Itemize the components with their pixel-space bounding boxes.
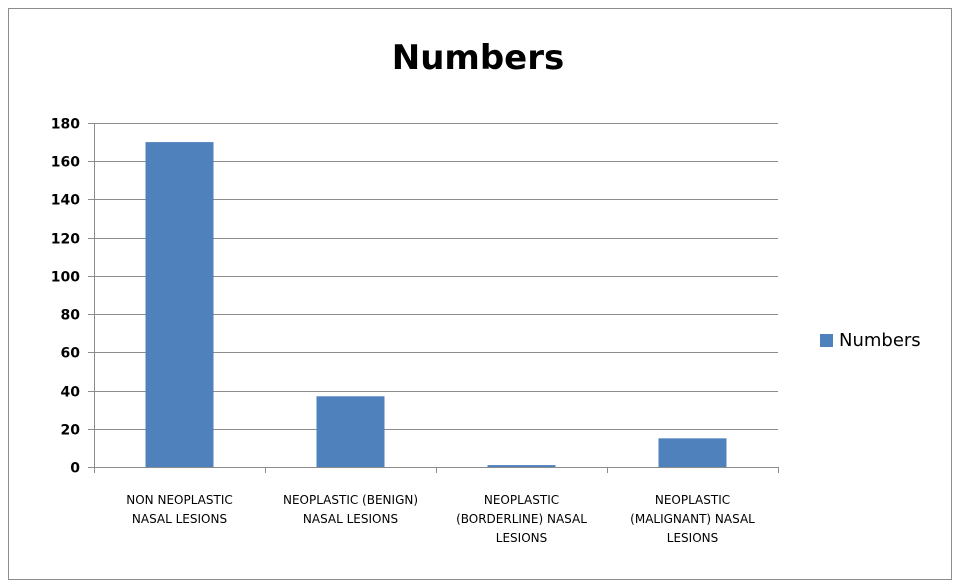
x-category-label: NEOPLASTIC (BORDERLINE) NASAL LESIONS [432,491,612,548]
x-category-label-line: LESIONS [495,531,548,545]
y-tick-label: 40 [61,385,81,401]
x-category-label-line: NASAL LESIONS [131,512,228,526]
y-tick-label: 160 [51,155,80,171]
y-tick-label: 60 [61,346,81,362]
x-category-label: NEOPLASTIC (MALIGNANT) NASAL LESIONS [603,491,783,548]
y-tick-label: 140 [51,193,80,209]
legend-label: Numbers [839,330,921,351]
x-category-label-line: NON NEOPLASTIC [126,493,233,507]
x-category-label-line: NEOPLASTIC (BENIGN) [282,493,419,507]
x-category-label: NEOPLASTIC (BENIGN) NASAL LESIONS [261,491,441,529]
x-category-label: NON NEOPLASTIC NASAL LESIONS [90,491,270,529]
bar [145,142,214,467]
bar [316,396,385,467]
x-category-label-line: NASAL LESIONS [302,512,399,526]
legend: Numbers [820,330,921,351]
x-category-label-line: NEOPLASTIC [483,493,560,507]
y-tick-label: 120 [51,232,80,248]
y-tick-label: 80 [61,308,81,324]
y-tick-label: 0 [70,461,80,477]
y-tick-label: 20 [61,423,81,439]
x-category-label-line: (BORDERLINE) NASAL [456,512,587,526]
bar [658,438,727,467]
x-category-label-line: LESIONS [666,531,719,545]
chart-title: Numbers [391,38,565,78]
x-category-label-line: (MALIGNANT) NASAL [630,512,755,526]
y-tick-label: 100 [51,270,80,286]
y-tick-label: 180 [51,117,80,133]
legend-swatch [820,334,833,347]
bar [487,465,556,467]
x-category-label-line: NEOPLASTIC [654,493,731,507]
